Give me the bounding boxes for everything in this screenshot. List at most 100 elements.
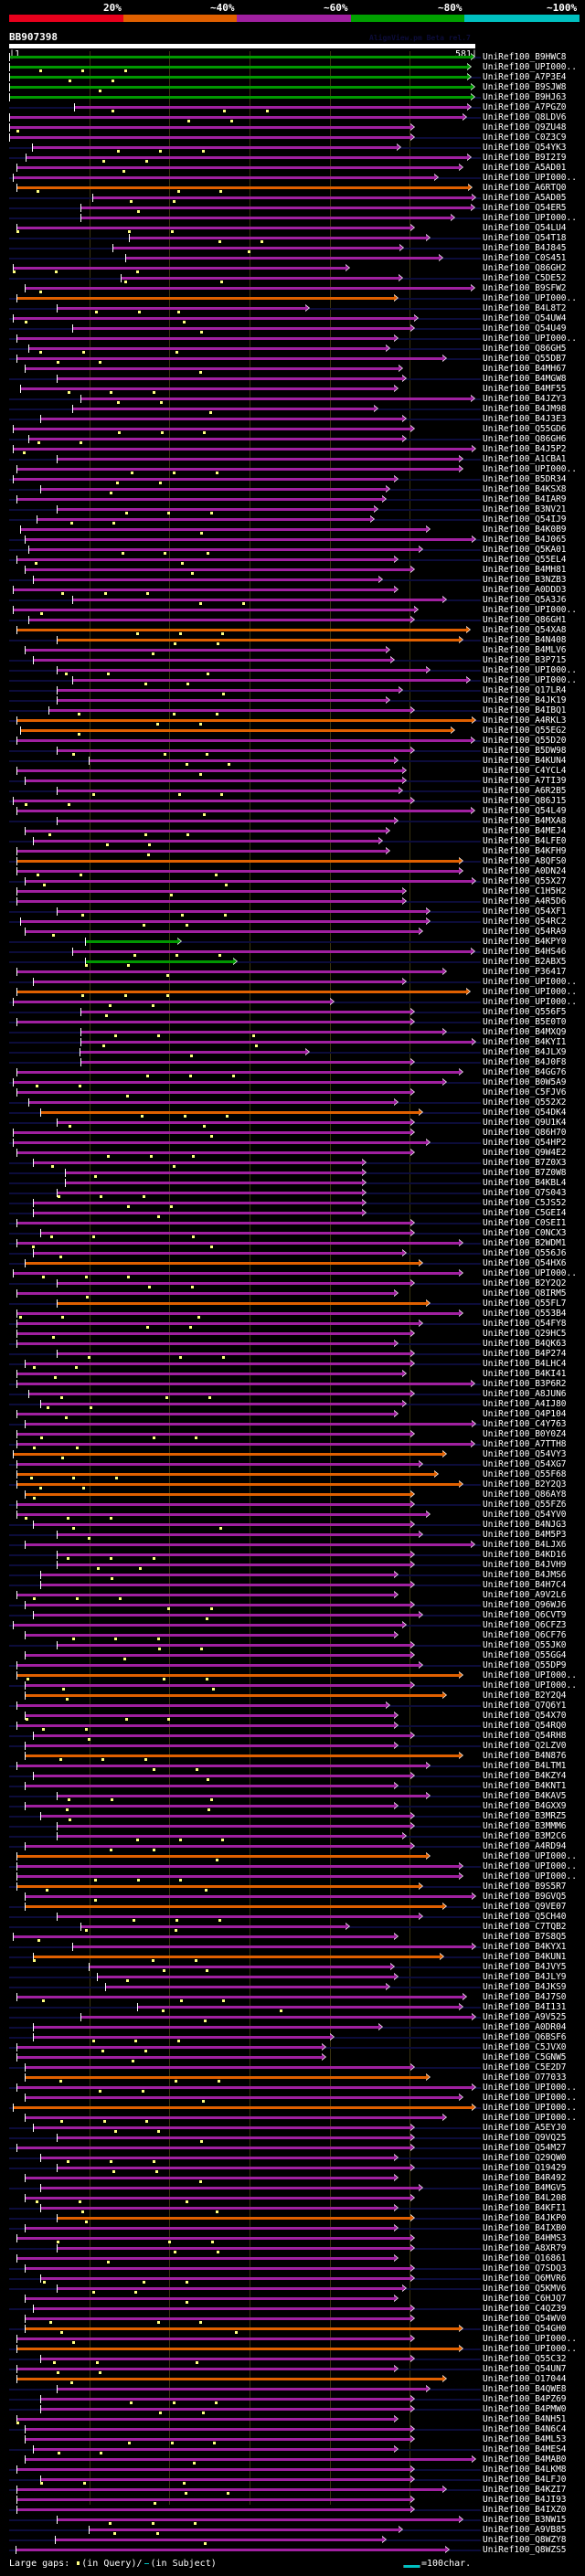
hit-bar[interactable] bbox=[16, 1885, 419, 1888]
alignment-row[interactable]: UniRef100_C0Z3C9 bbox=[0, 133, 585, 143]
hit-bar[interactable] bbox=[16, 1503, 410, 1506]
hit-bar[interactable] bbox=[80, 398, 471, 400]
alignment-row[interactable]: UniRef100_UPI000.. bbox=[0, 2113, 585, 2123]
alignment-row[interactable]: UniRef100_B4MGW8 bbox=[0, 374, 585, 384]
hit-label[interactable]: UniRef100_A9V2L6 bbox=[483, 1590, 567, 1600]
hit-bar[interactable] bbox=[16, 1483, 459, 1486]
hit-label[interactable]: UniRef100_B4LKM8 bbox=[483, 2465, 567, 2475]
hit-bar[interactable] bbox=[28, 1101, 395, 1104]
hit-label[interactable]: UniRef100_C5DE52 bbox=[483, 273, 567, 283]
hit-bar[interactable] bbox=[40, 2187, 419, 2189]
alignment-row[interactable]: UniRef100_Q86GH5 bbox=[0, 344, 585, 354]
hit-label[interactable]: UniRef100_C0S451 bbox=[483, 253, 567, 263]
hit-bar[interactable] bbox=[56, 669, 427, 672]
alignment-row[interactable]: UniRef100_UPI000.. bbox=[0, 2334, 585, 2344]
alignment-row[interactable]: UniRef100_Q86GH1 bbox=[0, 615, 585, 625]
alignment-row[interactable]: UniRef100_C5GNW5 bbox=[0, 2052, 585, 2062]
hit-label[interactable]: UniRef100_UPI000.. bbox=[483, 1268, 577, 1278]
hit-label[interactable]: UniRef100_B0W5A9 bbox=[483, 1077, 567, 1087]
hit-label[interactable]: UniRef100_Q55EG2 bbox=[483, 726, 567, 736]
hit-bar[interactable] bbox=[89, 759, 395, 762]
alignment-row[interactable]: UniRef100_B4J3E3 bbox=[0, 414, 585, 424]
hit-bar[interactable] bbox=[32, 1523, 410, 1526]
alignment-row[interactable]: UniRef100_C5E2D7 bbox=[0, 2062, 585, 2072]
alignment-row[interactable]: UniRef100_B4JKS9 bbox=[0, 1982, 585, 1992]
hit-label[interactable]: UniRef100_B4KNT1 bbox=[483, 1781, 567, 1791]
hit-bar[interactable] bbox=[12, 588, 395, 591]
alignment-row[interactable]: UniRef100_Q54UW4 bbox=[0, 313, 585, 323]
hit-label[interactable]: UniRef100_B4MES4 bbox=[483, 2444, 567, 2454]
alignment-row[interactable]: UniRef100_Q55GG4 bbox=[0, 1650, 585, 1660]
hit-label[interactable]: UniRef100_B4KI41 bbox=[483, 1369, 567, 1379]
hit-bar[interactable] bbox=[24, 2438, 410, 2441]
alignment-row[interactable]: UniRef100_Q54RH8 bbox=[0, 1731, 585, 1741]
alignment-row[interactable]: UniRef100_C7TQB2 bbox=[0, 1922, 585, 1932]
hit-bar[interactable] bbox=[24, 2197, 410, 2200]
hit-label[interactable]: UniRef100_UPI000.. bbox=[483, 173, 577, 183]
alignment-row[interactable]: UniRef100_B4IXZ0 bbox=[0, 2505, 585, 2515]
alignment-row[interactable]: UniRef100_Q54XF1 bbox=[0, 906, 585, 917]
hit-label[interactable]: UniRef100_Q55D20 bbox=[483, 736, 567, 746]
hit-label[interactable]: UniRef100_B9SFW2 bbox=[483, 283, 567, 293]
hit-bar[interactable] bbox=[55, 2539, 382, 2541]
alignment-row[interactable]: UniRef100_UPI000.. bbox=[0, 997, 585, 1007]
alignment-row[interactable]: UniRef100_Q8LDV6 bbox=[0, 112, 585, 122]
hit-label[interactable]: UniRef100_Q54T18 bbox=[483, 233, 567, 243]
alignment-row[interactable]: UniRef100_Q7SDQ3 bbox=[0, 2263, 585, 2274]
hit-bar[interactable] bbox=[12, 800, 410, 802]
alignment-row[interactable]: UniRef100_Q6CF76 bbox=[0, 1630, 585, 1640]
hit-label[interactable]: UniRef100_Q9ZU48 bbox=[483, 122, 567, 133]
hit-label[interactable]: UniRef100_B4KYI1 bbox=[483, 1037, 567, 1047]
hit-bar[interactable] bbox=[32, 1202, 363, 1204]
hit-bar[interactable] bbox=[16, 1996, 463, 1998]
hit-bar[interactable] bbox=[80, 1061, 410, 1064]
hit-label[interactable]: UniRef100_B4KFI1 bbox=[483, 2203, 567, 2213]
hit-label[interactable]: UniRef100_B2WDM1 bbox=[483, 1238, 567, 1248]
hit-bar[interactable] bbox=[16, 991, 467, 993]
hit-label[interactable]: UniRef100_B4KSX8 bbox=[483, 484, 567, 494]
hit-label[interactable]: UniRef100_B9GVQ5 bbox=[483, 1892, 567, 1902]
hit-label[interactable]: UniRef100_Q9W4E2 bbox=[483, 1148, 567, 1158]
alignment-row[interactable]: UniRef100_A5AD01 bbox=[0, 163, 585, 173]
alignment-row[interactable]: UniRef100_UPI000.. bbox=[0, 1861, 585, 1871]
hit-label[interactable]: UniRef100_P36417 bbox=[483, 967, 567, 977]
hit-bar[interactable] bbox=[56, 1302, 427, 1305]
hit-label[interactable]: UniRef100_Q54VY3 bbox=[483, 1449, 567, 1459]
hit-label[interactable]: UniRef100_Q54RQ0 bbox=[483, 1721, 567, 1731]
hit-bar[interactable] bbox=[16, 297, 395, 300]
hit-label[interactable]: UniRef100_B4MXA8 bbox=[483, 816, 567, 826]
hit-label[interactable]: UniRef100_Q4P104 bbox=[483, 1409, 567, 1419]
alignment-row[interactable]: UniRef100_B4KAV5 bbox=[0, 1791, 585, 1801]
alignment-row[interactable]: UniRef100_Q55EL4 bbox=[0, 555, 585, 565]
alignment-row[interactable]: UniRef100_C5DE52 bbox=[0, 273, 585, 283]
hit-bar[interactable] bbox=[16, 2147, 410, 2149]
hit-label[interactable]: UniRef100_Q86GH5 bbox=[483, 344, 567, 354]
alignment-row[interactable]: UniRef100_Q2LZV0 bbox=[0, 1741, 585, 1751]
alignment-row[interactable]: UniRef100_A4R5D6 bbox=[0, 896, 585, 906]
alignment-row[interactable]: UniRef100_B4P274 bbox=[0, 1349, 585, 1359]
alignment-row[interactable]: UniRef100_Q54YV0 bbox=[0, 1510, 585, 1520]
alignment-row[interactable]: UniRef100_B4KUN1 bbox=[0, 1952, 585, 1962]
hit-bar[interactable] bbox=[40, 1584, 410, 1586]
hit-label[interactable]: UniRef100_B4ML53 bbox=[483, 2434, 567, 2444]
alignment-row[interactable]: UniRef100_B4MLV6 bbox=[0, 645, 585, 655]
hit-bar[interactable] bbox=[12, 428, 410, 430]
hit-label[interactable]: UniRef100_B4LHC4 bbox=[483, 1359, 567, 1369]
alignment-row[interactable]: UniRef100_B4L8T2 bbox=[0, 303, 585, 313]
hit-label[interactable]: UniRef100_Q54UW4 bbox=[483, 313, 567, 323]
hit-label[interactable]: UniRef100_UPI000.. bbox=[483, 977, 577, 987]
alignment-row[interactable]: UniRef100_B2ABX5 bbox=[0, 957, 585, 967]
alignment-row[interactable]: UniRef100_B4LJX6 bbox=[0, 1540, 585, 1550]
alignment-row[interactable]: UniRef100_B4JKP0 bbox=[0, 2213, 585, 2223]
hit-label[interactable]: UniRef100_UPI000.. bbox=[483, 213, 577, 223]
hit-bar[interactable] bbox=[16, 1021, 410, 1023]
hit-label[interactable]: UniRef100_Q54RH8 bbox=[483, 1731, 567, 1741]
hit-label[interactable]: UniRef100_A5EYJ0 bbox=[483, 2123, 567, 2133]
hit-bar[interactable] bbox=[12, 1272, 459, 1275]
hit-label[interactable]: UniRef100_B4LFE0 bbox=[483, 836, 567, 846]
alignment-row[interactable]: UniRef100_B4JMS6 bbox=[0, 1570, 585, 1580]
hit-bar[interactable] bbox=[24, 779, 402, 782]
hit-label[interactable]: UniRef100_B9S5R7 bbox=[483, 1882, 567, 1892]
alignment-row[interactable]: UniRef100_B9GVQ5 bbox=[0, 1892, 585, 1902]
alignment-row[interactable]: UniRef100_B3P715 bbox=[0, 655, 585, 665]
